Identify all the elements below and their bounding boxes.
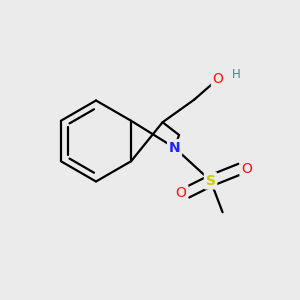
Text: O: O [213, 72, 224, 86]
Text: O: O [176, 186, 187, 200]
Text: O: O [241, 162, 252, 176]
Text: N: N [169, 141, 180, 155]
Text: H: H [232, 68, 240, 81]
Text: S: S [206, 174, 216, 188]
